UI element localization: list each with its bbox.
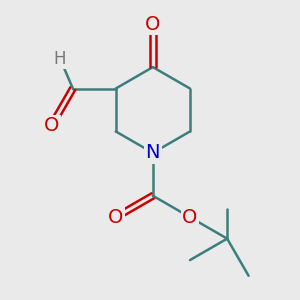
- Text: O: O: [145, 15, 160, 34]
- Text: O: O: [44, 116, 59, 135]
- Text: H: H: [54, 50, 66, 68]
- Text: O: O: [182, 208, 198, 227]
- Text: O: O: [108, 208, 123, 227]
- Text: N: N: [146, 143, 160, 162]
